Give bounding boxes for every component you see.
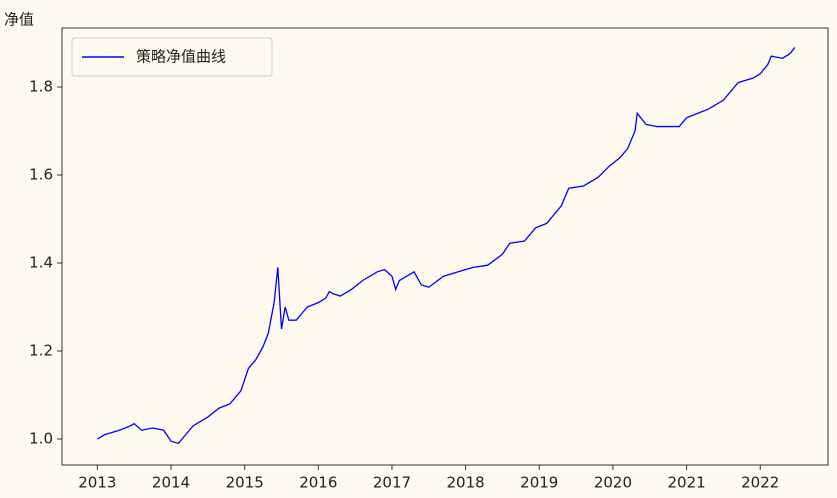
y-tick-label: 1.2 xyxy=(29,342,53,360)
y-tick-label: 1.6 xyxy=(29,165,53,183)
x-tick-label: 2021 xyxy=(667,474,705,492)
y-tick-label: 1.4 xyxy=(29,254,53,272)
x-tick-label: 2017 xyxy=(373,474,411,492)
y-axis-label: 净值 xyxy=(4,11,34,29)
x-tick-label: 2013 xyxy=(78,474,116,492)
plot-frame xyxy=(61,27,829,466)
legend-box xyxy=(71,37,273,77)
legend-label: 策略净值曲线 xyxy=(136,48,226,66)
data-line xyxy=(97,46,796,445)
x-tick-label: 2019 xyxy=(520,474,558,492)
y-tick-label: 1.8 xyxy=(29,77,53,95)
x-tick-label: 2018 xyxy=(447,474,485,492)
x-tick-label: 2016 xyxy=(299,474,337,492)
x-tick-label: 2014 xyxy=(152,474,190,492)
x-tick-label: 2020 xyxy=(594,474,632,492)
x-tick-label: 2015 xyxy=(226,474,264,492)
x-tick-label: 2022 xyxy=(741,474,779,492)
y-tick-label: 1.0 xyxy=(29,430,53,448)
